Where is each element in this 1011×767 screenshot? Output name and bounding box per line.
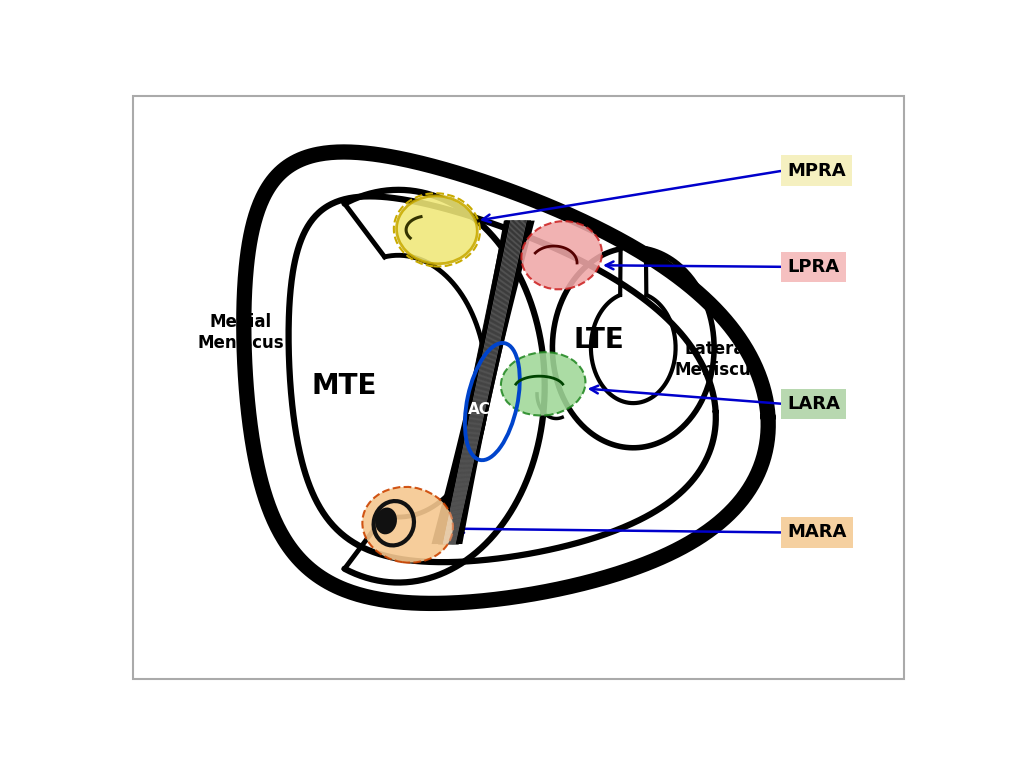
Text: MPRA: MPRA — [788, 162, 846, 179]
Text: MTE: MTE — [311, 372, 377, 400]
Text: ACL: ACL — [468, 402, 500, 416]
Text: MARA: MARA — [788, 524, 846, 542]
Polygon shape — [432, 221, 535, 544]
Text: Lateral
Meniscus: Lateral Meniscus — [674, 340, 761, 379]
Text: LTE: LTE — [573, 326, 624, 354]
Ellipse shape — [522, 221, 602, 289]
Ellipse shape — [396, 196, 477, 264]
Ellipse shape — [362, 487, 453, 563]
Text: LPRA: LPRA — [788, 258, 839, 276]
Text: Medial
Meniscus: Medial Meniscus — [197, 313, 284, 352]
Ellipse shape — [375, 508, 397, 535]
Ellipse shape — [500, 352, 585, 416]
Text: LARA: LARA — [788, 395, 840, 413]
